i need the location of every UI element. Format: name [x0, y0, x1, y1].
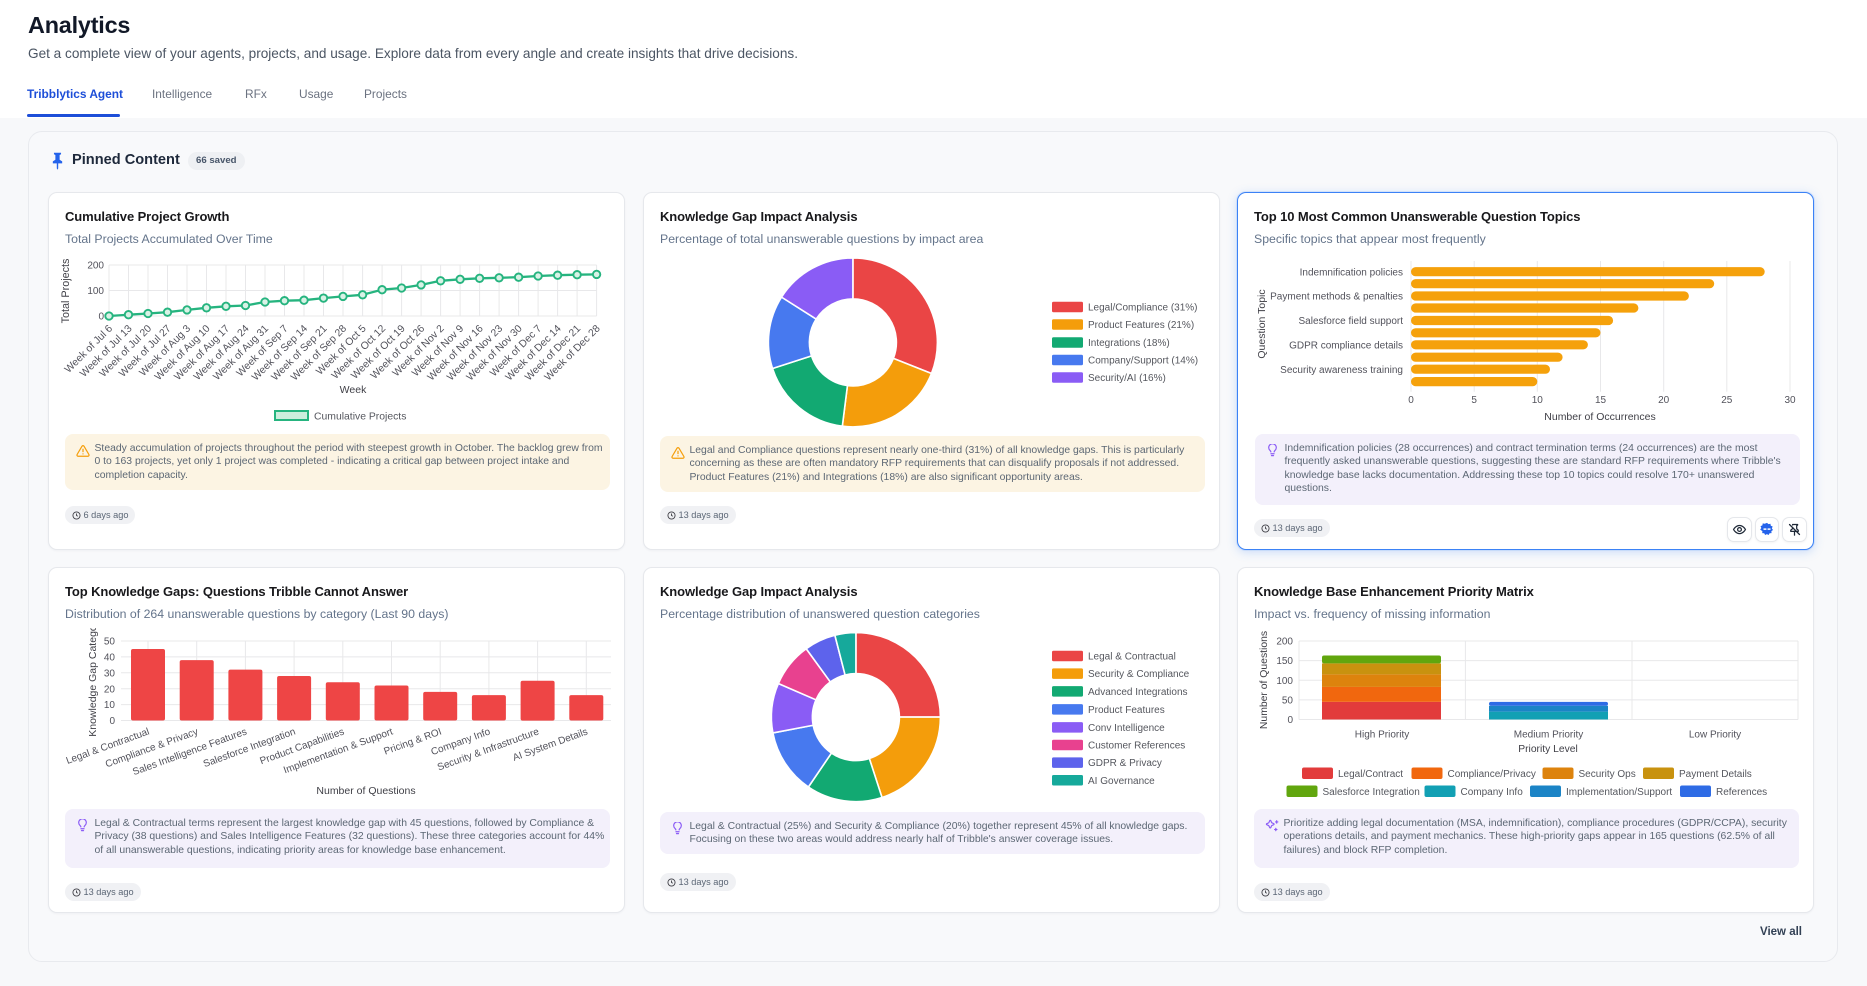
svg-text:Number of Questions: Number of Questions	[1259, 631, 1270, 729]
svg-text:Priority Level: Priority Level	[1518, 744, 1578, 755]
svg-text:Customer References: Customer References	[1088, 741, 1185, 752]
svg-text:Salesforce Integration: Salesforce Integration	[1323, 787, 1420, 798]
svg-text:15: 15	[1595, 395, 1607, 406]
svg-text:100: 100	[1276, 676, 1293, 687]
svg-text:Legal/Compliance (31%): Legal/Compliance (31%)	[1088, 303, 1198, 314]
svg-text:30: 30	[104, 668, 116, 679]
svg-text:Question Topic: Question Topic	[1256, 289, 1268, 358]
svg-text:Week: Week	[340, 384, 367, 396]
svg-text:Company/Support (14%): Company/Support (14%)	[1088, 356, 1198, 367]
svg-text:50: 50	[104, 637, 116, 648]
svg-text:Security/AI (16%): Security/AI (16%)	[1088, 373, 1166, 384]
svg-text:Integrations (18%): Integrations (18%)	[1088, 338, 1170, 349]
svg-text:References: References	[1716, 787, 1767, 798]
svg-text:Implementation/Support: Implementation/Support	[1566, 787, 1672, 798]
svg-text:Knowledge Gap Catego: Knowledge Gap Catego	[87, 628, 99, 737]
svg-text:100: 100	[87, 286, 104, 297]
svg-text:Legal & Contractual: Legal & Contractual	[1088, 652, 1176, 663]
svg-text:Security awareness training: Security awareness training	[1280, 365, 1403, 376]
svg-text:30: 30	[1784, 395, 1796, 406]
svg-text:20: 20	[1658, 395, 1670, 406]
svg-text:Salesforce field support: Salesforce field support	[1298, 316, 1403, 327]
svg-text:10: 10	[104, 700, 116, 711]
svg-text:GDPR compliance details: GDPR compliance details	[1289, 340, 1403, 351]
svg-text:50: 50	[1282, 696, 1294, 707]
svg-text:Indemnification policies: Indemnification policies	[1300, 267, 1403, 278]
svg-text:GDPR & Privacy: GDPR & Privacy	[1088, 758, 1162, 769]
svg-text:20: 20	[104, 684, 116, 695]
svg-text:High Priority: High Priority	[1355, 730, 1409, 741]
svg-text:200: 200	[1276, 637, 1293, 648]
svg-text:Product Features: Product Features	[1088, 705, 1165, 716]
svg-text:5: 5	[1471, 395, 1477, 406]
svg-text:Number of Questions: Number of Questions	[316, 785, 415, 797]
svg-text:150: 150	[1276, 656, 1293, 667]
svg-text:Cumulative Projects: Cumulative Projects	[314, 412, 406, 423]
svg-text:200: 200	[87, 261, 104, 272]
svg-text:Total Projects: Total Projects	[60, 258, 72, 323]
svg-text:Low Priority: Low Priority	[1689, 730, 1741, 741]
svg-text:Payment methods & penalties: Payment methods & penalties	[1270, 292, 1403, 303]
svg-text:Medium Priority: Medium Priority	[1514, 730, 1583, 741]
svg-text:Payment Details: Payment Details	[1679, 769, 1752, 780]
svg-text:Compliance/Privacy: Compliance/Privacy	[1448, 769, 1536, 780]
svg-text:Advanced Integrations: Advanced Integrations	[1088, 687, 1188, 698]
svg-text:Company Info: Company Info	[1461, 787, 1524, 798]
svg-text:0: 0	[109, 716, 115, 727]
svg-text:AI Governance: AI Governance	[1088, 776, 1155, 787]
svg-text:Legal/Contract: Legal/Contract	[1338, 769, 1403, 780]
svg-text:0: 0	[98, 312, 104, 323]
svg-text:Security & Compliance: Security & Compliance	[1088, 669, 1190, 680]
svg-text:25: 25	[1721, 395, 1733, 406]
svg-text:40: 40	[104, 653, 116, 664]
svg-text:Product Features (21%): Product Features (21%)	[1088, 320, 1194, 331]
svg-text:0: 0	[1408, 395, 1414, 406]
svg-text:0: 0	[1287, 715, 1293, 726]
svg-text:Conv Intelligence: Conv Intelligence	[1088, 723, 1165, 734]
svg-text:Number of Occurrences: Number of Occurrences	[1544, 411, 1655, 423]
svg-text:10: 10	[1532, 395, 1544, 406]
svg-text:Security Ops: Security Ops	[1579, 769, 1636, 780]
